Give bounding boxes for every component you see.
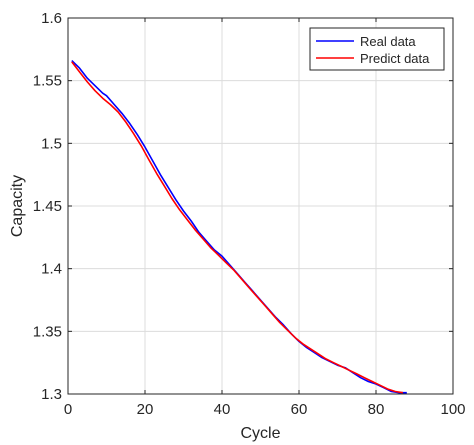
x-tick-label: 0 (64, 401, 72, 418)
legend-box (309, 27, 445, 71)
y-axis-ticks: 1.3 1.35 1.4 1.45 1.5 1.55 1.6 (33, 10, 453, 403)
grid-lines (67, 17, 454, 395)
y-tick-label: 1.6 (41, 10, 62, 27)
x-tick-label: 40 (214, 401, 231, 418)
series-group (71, 60, 407, 394)
y-tick-label: 1.3 (41, 386, 62, 403)
series-line-predict-data (71, 61, 404, 394)
x-axis-ticks: 0 20 40 60 80 100 (64, 18, 466, 418)
legend-label: Predict data (360, 51, 430, 66)
y-tick-label: 1.4 (41, 261, 62, 278)
x-tick-label: 80 (368, 401, 385, 418)
x-tick-label: 60 (291, 401, 308, 418)
y-tick-label: 1.55 (33, 73, 62, 90)
y-tick-label: 1.5 (41, 135, 62, 152)
x-tick-label: 20 (137, 401, 154, 418)
x-tick-label: 100 (440, 401, 465, 418)
y-tick-label: 1.45 (33, 198, 62, 215)
x-axis-label: Cycle (240, 425, 280, 442)
y-tick-label: 1.35 (33, 323, 62, 340)
legend: Real data Predict data (309, 27, 445, 71)
y-axis-label: Capacity (9, 175, 26, 237)
legend-label: Real data (360, 34, 416, 49)
